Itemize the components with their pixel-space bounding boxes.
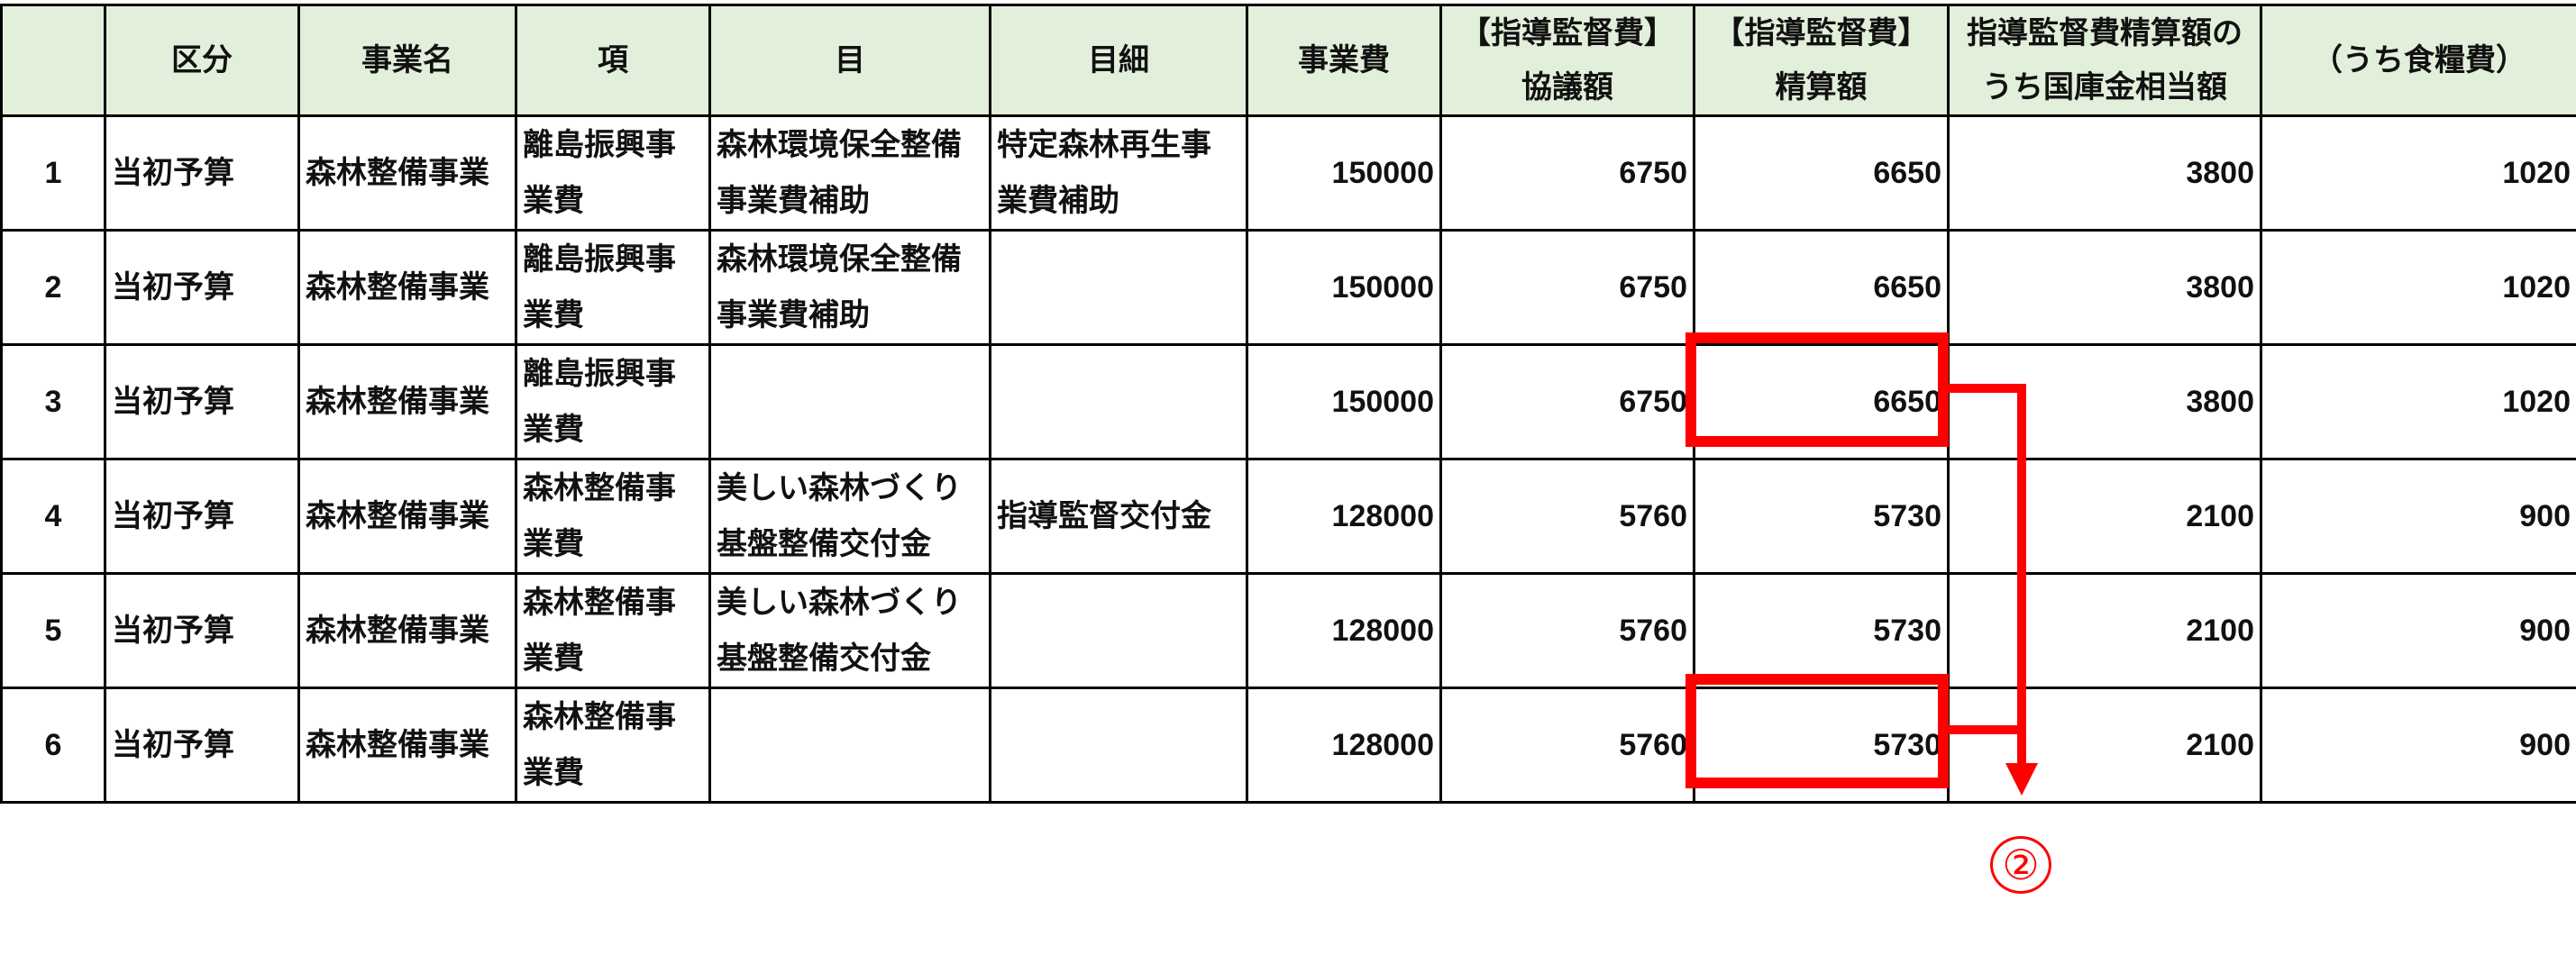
table-cell[interactable]: 5760 xyxy=(1439,572,1695,689)
column-header: 指導監督費精算額の うち国庫金相当額 xyxy=(1947,4,2262,117)
table-cell[interactable]: 5730 xyxy=(1693,458,1950,575)
table-cell[interactable] xyxy=(989,343,1248,460)
table-cell[interactable]: 128000 xyxy=(1246,572,1442,689)
table-cell[interactable]: 当初予算 xyxy=(104,458,300,575)
table-cell[interactable]: 森林整備事業 xyxy=(297,229,517,346)
table-cell[interactable]: 1020 xyxy=(2260,343,2576,460)
table-cell[interactable]: 森林環境保全整備事業費補助 xyxy=(708,229,991,346)
row-number-cell[interactable]: 6 xyxy=(0,687,106,804)
table-cell[interactable] xyxy=(989,687,1248,804)
column-header: 区分 xyxy=(104,4,300,117)
table-cell[interactable]: 128000 xyxy=(1246,458,1442,575)
table-cell[interactable]: 森林整備事業 xyxy=(297,114,517,232)
table-cell[interactable]: 5760 xyxy=(1439,458,1695,575)
table-row: 3 当初予算 森林整備事業 離島振興事業費 150000 6750 6650 3800 1020 xyxy=(0,343,2576,460)
table-cell[interactable]: 6650 xyxy=(1693,229,1950,346)
highlight-box-row6 xyxy=(1685,674,1949,788)
header-row: 区分 事業名項目目細 事業費 【指導監督費】 協議額 【指導監督費】 精算額 指導監督費精算額… xyxy=(0,4,2576,117)
table-cell[interactable]: 3800 xyxy=(1947,343,2262,460)
table-cell[interactable] xyxy=(989,572,1248,689)
table-cell[interactable]: 1020 xyxy=(2260,229,2576,346)
table-cell[interactable]: 当初予算 xyxy=(104,572,300,689)
table-cell[interactable]: 5760 xyxy=(1439,687,1695,804)
budget-table: 区分 事業名項目目細 事業費 【指導監督費】 協議額 【指導監督費】 精算額 指導監督費精算額… xyxy=(0,4,2576,804)
column-header: 目 xyxy=(708,4,991,117)
table-cell[interactable]: 2100 xyxy=(1947,687,2262,804)
table-cell[interactable]: 6750 xyxy=(1439,114,1695,232)
table-row: 6 当初予算 森林整備事業 森林整備事業費 128000 5760 5730 2100 900 xyxy=(0,687,2576,804)
table-cell[interactable]: 150000 xyxy=(1246,343,1442,460)
table-cell[interactable]: 森林整備事業 xyxy=(297,343,517,460)
table-cell[interactable]: 森林環境保全整備事業費補助 xyxy=(708,114,991,232)
table-cell[interactable]: 1020 xyxy=(2260,114,2576,232)
table-cell[interactable]: 離島振興事業費 xyxy=(515,343,711,460)
table-cell[interactable]: 2100 xyxy=(1947,458,2262,575)
highlight-box-row3 xyxy=(1685,332,1949,447)
table-cell[interactable]: 特定森林再生事業費補助 xyxy=(989,114,1248,232)
column-header: 【指導監督費】 精算額 xyxy=(1693,4,1950,117)
table-cell[interactable] xyxy=(989,229,1248,346)
table-cell[interactable]: 128000 xyxy=(1246,687,1442,804)
table-cell[interactable]: 2100 xyxy=(1947,572,2262,689)
table-cell[interactable]: 3800 xyxy=(1947,229,2262,346)
table-cell[interactable]: 900 xyxy=(2260,687,2576,804)
table-cell[interactable]: 900 xyxy=(2260,572,2576,689)
row-number-cell[interactable]: 4 xyxy=(0,458,106,575)
table-cell[interactable] xyxy=(708,343,991,460)
column-header: 目細 xyxy=(989,4,1248,117)
table-cell[interactable]: 6750 xyxy=(1439,229,1695,346)
table-cell[interactable]: 離島振興事業費 xyxy=(515,114,711,232)
column-header: （うち食糧費） xyxy=(2260,4,2576,117)
table-cell[interactable]: 6650 xyxy=(1693,114,1950,232)
table-cell[interactable]: 5730 xyxy=(1693,572,1950,689)
table-cell[interactable]: 森林整備事業費 xyxy=(515,687,711,804)
table-row: 1 当初予算 森林整備事業 離島振興事業費 森林環境保全整備事業費補助 特定森林再生事業費… xyxy=(0,114,2576,232)
table-cell[interactable]: 150000 xyxy=(1246,229,1442,346)
connector-line-vertical xyxy=(2017,384,2026,768)
table-cell[interactable]: 離島振興事業費 xyxy=(515,229,711,346)
column-header: 【指導監督費】 協議額 xyxy=(1439,4,1695,117)
table-cell[interactable]: 美しい森林づくり基盤整備交付金 xyxy=(708,572,991,689)
table-row: 2 当初予算 森林整備事業 離島振興事業費 森林環境保全整備事業費補助 150000 675… xyxy=(0,229,2576,346)
table-row: 4 当初予算 森林整備事業 森林整備事業費 美しい森林づくり基盤整備交付金 指導監督交付金… xyxy=(0,458,2576,575)
table-cell[interactable]: 森林整備事業費 xyxy=(515,458,711,575)
table-row: 5 当初予算 森林整備事業 森林整備事業費 美しい森林づくり基盤整備交付金 128000 5… xyxy=(0,572,2576,689)
table-cell[interactable]: 美しい森林づくり基盤整備交付金 xyxy=(708,458,991,575)
table-cell[interactable]: 当初予算 xyxy=(104,114,300,232)
column-header xyxy=(0,4,106,117)
row-number-cell[interactable]: 3 xyxy=(0,343,106,460)
table-cell[interactable]: 指導監督交付金 xyxy=(989,458,1248,575)
table-cell[interactable]: 3800 xyxy=(1947,114,2262,232)
table-cell[interactable]: 当初予算 xyxy=(104,343,300,460)
annotation-label: ② xyxy=(1990,836,2051,894)
table-cell[interactable]: 900 xyxy=(2260,458,2576,575)
row-number-cell[interactable]: 5 xyxy=(0,572,106,689)
row-number-cell[interactable]: 1 xyxy=(0,114,106,232)
table-cell[interactable]: 6750 xyxy=(1439,343,1695,460)
table-cell[interactable]: 当初予算 xyxy=(104,229,300,346)
table-cell[interactable]: 森林整備事業 xyxy=(297,687,517,804)
table-cell[interactable] xyxy=(708,687,991,804)
column-header: 事業名 xyxy=(297,4,517,117)
connector-line-bottom xyxy=(1949,725,2026,734)
row-number-cell[interactable]: 2 xyxy=(0,229,106,346)
column-header: 事業費 xyxy=(1246,4,1442,117)
table-cell[interactable]: 当初予算 xyxy=(104,687,300,804)
table-cell[interactable]: 森林整備事業 xyxy=(297,572,517,689)
table-cell[interactable]: 150000 xyxy=(1246,114,1442,232)
connector-line-top xyxy=(1949,384,2026,393)
table-cell[interactable]: 森林整備事業費 xyxy=(515,572,711,689)
arrow-down-icon xyxy=(2005,763,2038,796)
column-header: 項 xyxy=(515,4,711,117)
table-cell[interactable]: 森林整備事業 xyxy=(297,458,517,575)
